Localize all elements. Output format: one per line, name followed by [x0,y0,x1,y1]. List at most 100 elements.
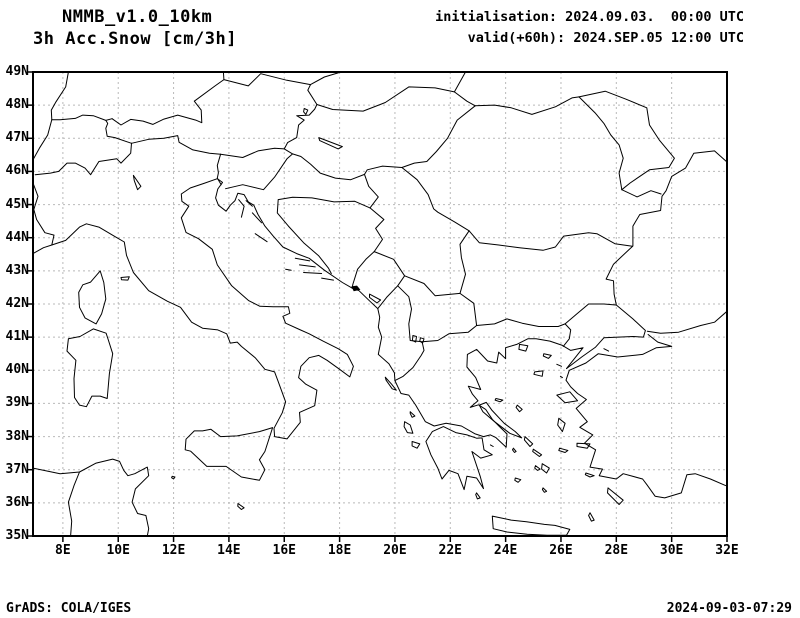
country-border [377,285,425,382]
coastline [33,150,727,448]
lat-tick-label: 45N [5,196,29,212]
lon-tick-label: 30E [659,543,684,558]
island [299,264,316,268]
country-border [111,79,225,126]
country-border [621,189,662,198]
country-border [459,230,470,294]
lon-tick-label: 8E [55,543,71,558]
lon-tick-label: 32E [715,543,739,558]
country-border [216,153,222,186]
coastline [646,310,727,334]
island [603,348,610,352]
lon-tick-label: 26E [549,543,573,558]
island [494,398,504,403]
country-border [283,148,365,181]
country-border [364,173,379,209]
map-frame [32,71,728,537]
country-border [50,72,69,121]
lake [419,337,425,344]
island [584,472,595,478]
bay-of-kotor [351,285,361,292]
country-border [578,90,675,191]
island [251,212,263,224]
field-title: 3h Acc.Snow [cm/3h] [33,29,237,49]
country-border [578,96,624,191]
country-border [225,153,294,191]
island [556,391,579,404]
coastline [425,426,493,491]
island [532,448,543,457]
coastline [66,328,114,408]
tick-layer [27,71,728,542]
island [171,475,176,480]
country-border [474,96,580,115]
country-border [476,318,566,327]
lat-tick-label: 35N [5,528,29,543]
island [607,487,624,505]
island [588,512,595,522]
island [514,477,522,483]
lat-tick-label: 48N [5,97,29,113]
lat-tick-label: 36N [5,494,29,510]
lon-tick-label: 18E [327,543,352,558]
island [541,463,550,474]
valid-line: valid(+60h): 2024.SEP.05 12:00 UTC [467,30,744,46]
country-border [401,167,470,232]
lake [369,293,382,304]
lon-tick-label: 28E [604,543,629,558]
country-border [67,471,80,536]
lake [132,174,142,191]
country-border [276,196,371,274]
island [489,444,494,447]
coastline [565,334,727,499]
country-border [307,84,318,105]
coastline [478,401,523,439]
lake [303,108,309,115]
country-border [310,72,342,86]
island [559,375,563,379]
country-border [453,91,476,107]
lon-tick-label: 16E [272,543,296,558]
island [523,436,534,447]
lat-tick-label: 39N [5,395,29,411]
island [411,441,421,449]
island [515,404,523,413]
country-border [373,251,406,287]
island [321,277,334,281]
lat-tick-label: 43N [5,262,29,278]
island [557,417,566,433]
island [120,276,130,281]
coastline [184,427,274,481]
island [534,465,541,471]
lake [411,335,417,343]
country-border [404,275,461,297]
grads-credit: GrADS: COLA/IGES [6,601,132,616]
lon-tick-label: 22E [438,543,463,558]
coastline [491,515,571,536]
lon-tick-label: 14E [217,543,241,558]
country-border [562,323,572,347]
country-border [283,104,318,150]
country-border [222,72,225,81]
country-border [316,86,455,112]
coastline [33,458,150,536]
island [409,411,416,418]
geography-layer [33,72,727,536]
island [558,447,569,453]
initialisation-line: initialisation: 2024.09.03. 00:00 UTC [435,9,744,25]
island [238,199,245,218]
island [556,363,562,367]
coastline [78,270,107,325]
lat-tick-label: 49N [5,64,29,79]
island [237,503,245,510]
island [245,200,253,207]
island [533,370,544,377]
island [285,268,292,271]
country-border [351,207,385,289]
lat-tick-label: 37N [5,461,29,477]
lon-tick-label: 20E [383,543,407,558]
island [384,376,397,391]
lat-tick-label: 40N [5,362,29,378]
